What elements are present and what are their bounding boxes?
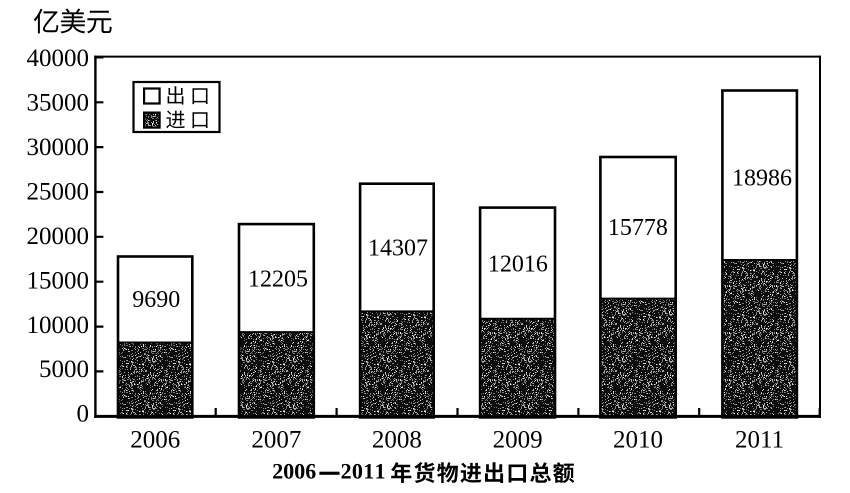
svg-text:2007: 2007	[251, 427, 301, 454]
svg-text:2011: 2011	[735, 427, 784, 454]
svg-text:30000: 30000	[27, 134, 90, 161]
svg-text:12016: 12016	[488, 251, 548, 277]
svg-text:15000: 15000	[27, 267, 90, 294]
svg-text:5000: 5000	[39, 356, 89, 383]
svg-text:12205: 12205	[248, 267, 308, 293]
svg-text:18986: 18986	[732, 166, 792, 192]
svg-text:10000: 10000	[27, 312, 90, 339]
svg-text:20000: 20000	[27, 223, 90, 250]
svg-text:35000: 35000	[27, 90, 90, 117]
svg-text:40000: 40000	[27, 45, 90, 72]
svg-text:15778: 15778	[608, 215, 668, 241]
svg-text:25000: 25000	[27, 178, 90, 205]
svg-text:2008: 2008	[372, 427, 422, 454]
svg-text:9690: 9690	[132, 287, 180, 313]
svg-text:2010: 2010	[613, 427, 663, 454]
svg-text:2009: 2009	[493, 427, 543, 454]
svg-text:2006: 2006	[130, 427, 180, 454]
svg-text:14307: 14307	[368, 235, 428, 261]
svg-text:0: 0	[77, 401, 90, 428]
